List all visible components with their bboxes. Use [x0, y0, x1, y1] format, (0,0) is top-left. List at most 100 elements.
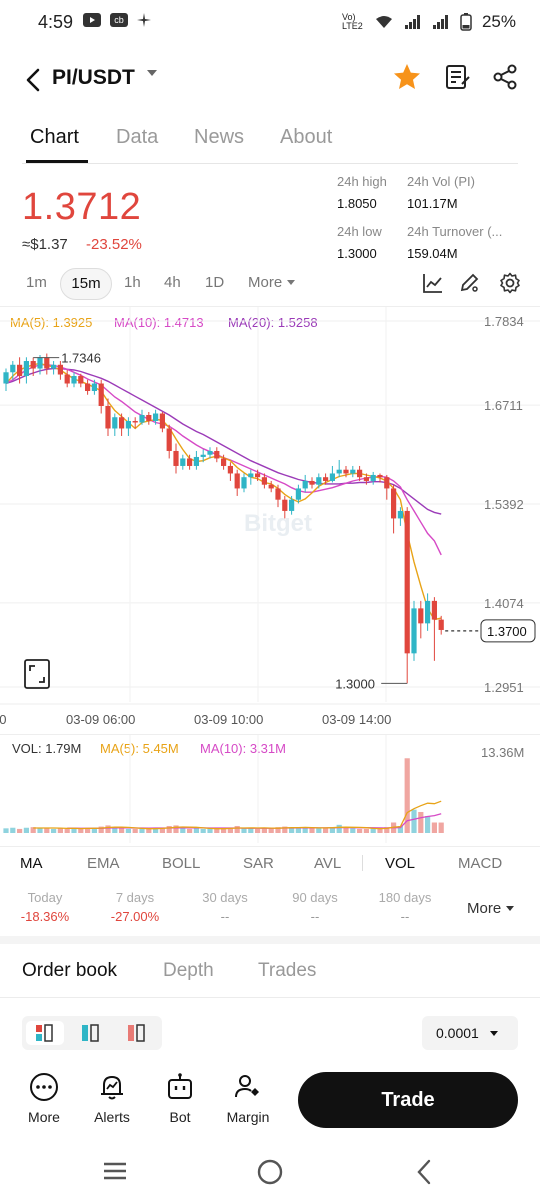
margin-icon — [235, 1075, 259, 1098]
indicator-ma[interactable]: MA — [20, 855, 43, 872]
signal-icon-2 — [432, 15, 448, 29]
y-tick-label: 1.6711 — [484, 398, 523, 413]
notes-icon[interactable] — [442, 62, 472, 92]
performance-row: Today -18.36% 7 days -27.00% 30 days -- … — [0, 884, 540, 936]
candle — [71, 376, 77, 384]
candle — [343, 469, 349, 474]
candle — [431, 600, 437, 620]
candle — [370, 474, 376, 481]
perf-label: 90 days — [292, 890, 338, 905]
indicator-macd[interactable]: MACD — [458, 855, 503, 872]
candle — [166, 428, 172, 451]
precision-select[interactable]: 0.0001 — [422, 1016, 518, 1050]
margin-button[interactable]: Margin — [218, 1072, 278, 1125]
tab-trades[interactable]: Trades — [258, 960, 317, 981]
candle — [10, 364, 16, 373]
indicator-boll[interactable]: BOLL — [162, 855, 201, 872]
candle — [30, 361, 36, 369]
indicator-vol[interactable]: VOL — [385, 855, 416, 872]
volume-bar — [323, 828, 329, 833]
settings-gear-icon[interactable] — [499, 272, 521, 294]
pair-title[interactable]: PI/USDT — [52, 66, 135, 89]
interval-1h[interactable]: 1h — [124, 274, 141, 291]
perf-more-button[interactable]: More — [467, 900, 515, 917]
header: PI/USDT — [0, 50, 540, 106]
back-nav-icon[interactable] — [414, 1158, 434, 1186]
high-value: 1.8050 — [337, 196, 377, 211]
candle — [404, 510, 410, 654]
caret-down-icon[interactable] — [146, 68, 158, 78]
caret-down-icon — [489, 1031, 498, 1036]
interval-4h[interactable]: 4h — [164, 274, 181, 291]
caret-down-icon — [506, 906, 515, 911]
x-tick-label: 03-09 14:00 — [322, 712, 391, 727]
interval-1m[interactable]: 1m — [26, 274, 47, 291]
x-tick-label: 00 — [0, 712, 6, 727]
candlestick-chart[interactable]: MA(5): 1.3925 MA(10): 1.4713 MA(20): 1.5… — [0, 306, 540, 734]
volume-bar — [166, 825, 172, 833]
alerts-button[interactable]: Alerts — [82, 1072, 142, 1125]
candle — [316, 477, 322, 485]
line-chart-icon[interactable] — [422, 272, 444, 294]
tab-news[interactable]: News — [194, 126, 245, 148]
interval-15m[interactable]: 15m — [60, 268, 112, 300]
system-nav-bar — [0, 1144, 540, 1200]
chart-canvas: 1.7834 1.6711 1.5392 1.4074 1.2951 Bitget 1.73… — [0, 307, 540, 727]
tab-data[interactable]: Data — [116, 126, 159, 148]
both-sides-icon[interactable] — [26, 1021, 64, 1045]
candle — [57, 364, 63, 375]
wifi-icon — [375, 16, 392, 28]
candle — [309, 480, 315, 485]
volume-bar — [57, 828, 63, 833]
volume-ma10-line — [67, 813, 442, 829]
indicator-sar[interactable]: SAR — [243, 855, 274, 872]
tab-depth[interactable]: Depth — [163, 960, 214, 981]
interval-1d[interactable]: 1D — [205, 274, 225, 291]
tab-chart[interactable]: Chart — [30, 126, 79, 148]
tab-about[interactable]: About — [280, 126, 333, 148]
candle — [187, 458, 193, 466]
layout-toggle-group — [22, 1016, 162, 1050]
bids-only-icon[interactable] — [72, 1021, 110, 1045]
recent-apps-icon[interactable] — [102, 1160, 128, 1182]
volume-bar — [105, 825, 111, 833]
ma20-line — [5, 367, 442, 515]
ma10-legend: MA(10): 1.4713 — [114, 315, 204, 330]
candle — [173, 450, 179, 466]
y-tick-label: 1.5392 — [484, 497, 524, 512]
indicator-ema[interactable]: EMA — [87, 855, 120, 872]
indicator-avl[interactable]: AVL — [314, 855, 342, 872]
tab-order-book[interactable]: Order book — [22, 960, 118, 981]
volume-bar — [23, 827, 29, 833]
candle — [363, 477, 369, 481]
draw-pencil-icon[interactable] — [458, 272, 480, 294]
perf-label: 180 days — [378, 890, 432, 905]
network-label: Vo) LTE2 — [341, 12, 363, 31]
more-dots-icon — [30, 1073, 58, 1101]
volume-bar — [214, 828, 220, 833]
perf-today: Today -18.36% — [5, 890, 85, 924]
battery-icon — [460, 13, 472, 31]
bot-label: Bot — [169, 1109, 191, 1125]
back-icon[interactable] — [24, 66, 44, 94]
favorite-star-icon[interactable] — [392, 62, 422, 92]
expand-icon[interactable] — [24, 659, 50, 689]
candle — [3, 372, 9, 384]
asks-only-icon[interactable] — [118, 1021, 156, 1045]
interval-more[interactable]: More — [248, 274, 296, 291]
share-icon[interactable] — [490, 62, 520, 92]
y-tick-label: 1.4074 — [484, 596, 524, 611]
candle — [146, 414, 152, 421]
high-label: 24h high — [337, 174, 387, 189]
tab-underline — [26, 160, 88, 163]
candle — [418, 608, 424, 624]
volume-bar — [30, 827, 36, 833]
bot-button[interactable]: Bot — [150, 1072, 210, 1125]
home-icon[interactable] — [256, 1158, 284, 1186]
trade-button[interactable]: Trade — [298, 1072, 518, 1128]
candle — [391, 488, 397, 519]
indicator-divider — [362, 855, 363, 871]
candle — [51, 364, 57, 369]
low-value: 1.3000 — [337, 246, 377, 261]
more-button[interactable]: More — [14, 1072, 74, 1125]
